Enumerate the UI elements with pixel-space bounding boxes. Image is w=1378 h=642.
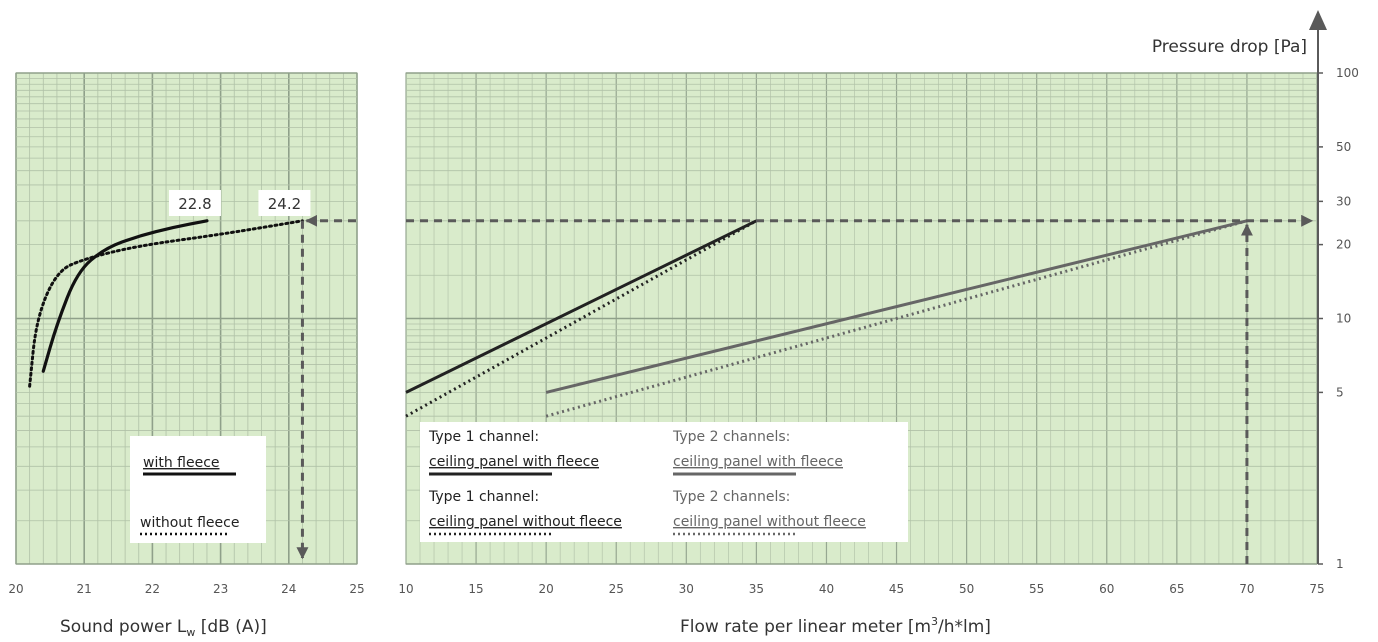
right-legend-box — [420, 422, 908, 542]
right-legend: Type 1 channel: ceiling panel with fleec… — [420, 422, 908, 542]
right-tick-labels: 10 15 20 25 30 35 40 45 50 55 60 65 70 75151020305010… — [398, 66, 1359, 596]
right-series-0-line — [405, 219, 758, 394]
right-x-tick-label: 60 — [1099, 582, 1114, 596]
right-x-tick-label: 50 — [959, 582, 974, 596]
legend-t1-fleece-line2: ceiling panel with fleece — [429, 454, 599, 470]
y-tick-label: 30 — [1336, 194, 1351, 208]
right-series-3-line — [545, 219, 1248, 418]
left-x-axis-title: Sound power Lw [dB (A)] — [60, 617, 267, 639]
left-legend: with fleece without fleece — [130, 436, 266, 543]
left-series-with-fleece-line — [41, 219, 209, 373]
y-axis-arrow-icon — [1309, 10, 1327, 30]
left-series-without-fleece-line — [28, 219, 304, 388]
y-tick-label: 5 — [1336, 385, 1344, 399]
y-axis-title: Pressure drop [Pa] — [1152, 37, 1307, 57]
left-x-tick-label: 24 — [281, 582, 296, 596]
left-series: 22.8 24.2 — [28, 190, 311, 388]
right-grid — [405, 72, 1318, 565]
right-series — [405, 219, 1248, 418]
legend-t1-nofleece-line2: ceiling panel without fleece — [429, 514, 622, 530]
left-legend-box — [130, 436, 266, 543]
value-label-24-2: 24.2 — [258, 190, 311, 216]
left-x-tick-label: 21 — [77, 582, 92, 596]
value-label-text: 24.2 — [268, 195, 301, 213]
y-tick-label: 10 — [1336, 312, 1351, 326]
right-x-axis-title: Flow rate per linear meter [m3/h*lm] — [680, 615, 991, 637]
left-x-tick-label: 25 — [349, 582, 364, 596]
right-series-2-line — [545, 219, 1248, 394]
legend-t2-nofleece-line1: Type 2 channels: — [672, 489, 790, 505]
right-x-tick-label: 25 — [609, 582, 624, 596]
right-x-tick-label: 10 — [398, 582, 413, 596]
left-x-tick-label: 22 — [145, 582, 160, 596]
legend-t2-fleece-line2: ceiling panel with fleece — [673, 454, 843, 470]
legend-t1-fleece-line1: Type 1 channel: — [428, 429, 539, 445]
left-x-tick-label: 20 — [8, 582, 23, 596]
right-x-tick-label: 45 — [889, 582, 904, 596]
right-x-tick-label: 20 — [539, 582, 554, 596]
value-label-22-8: 22.8 — [168, 190, 221, 216]
value-label-box — [258, 190, 311, 216]
right-x-tick-label: 15 — [468, 582, 483, 596]
pressure-drop-chart: 10 15 20 25 30 35 40 45 50 55 60 65 70 75151020305010… — [398, 10, 1359, 637]
legend-without-fleece-label: without fleece — [140, 515, 239, 531]
y-tick-label: 50 — [1336, 140, 1351, 154]
left-x-tick-labels: 20 21 22 23 24 25 — [8, 582, 364, 596]
value-label-text: 22.8 — [178, 195, 211, 213]
y-tick-label: 1 — [1336, 557, 1344, 571]
right-x-tick-label: 65 — [1169, 582, 1184, 596]
right-x-tick-label: 70 — [1239, 582, 1254, 596]
y-tick-label: 100 — [1336, 66, 1359, 80]
right-series-1-line — [405, 219, 758, 418]
y-tick-label: 20 — [1336, 238, 1351, 252]
left-grid — [15, 72, 358, 565]
legend-with-fleece-label: with fleece — [143, 455, 220, 471]
right-x-tick-label: 75 — [1309, 582, 1324, 596]
left-x-tick-label: 23 — [213, 582, 228, 596]
legend-t1-nofleece-line1: Type 1 channel: — [428, 489, 539, 505]
sound-power-chart: 20 21 22 23 24 25 22.8 24.2 Sound power Lw [dB… — [8, 72, 365, 639]
right-x-tick-label: 55 — [1029, 582, 1044, 596]
right-x-tick-label: 40 — [819, 582, 834, 596]
legend-t2-fleece-line1: Type 2 channels: — [672, 429, 790, 445]
right-x-tick-label: 35 — [749, 582, 764, 596]
right-x-tick-label: 30 — [679, 582, 694, 596]
reference-lines — [296, 214, 1314, 564]
legend-t2-nofleece-line2: ceiling panel without fleece — [673, 514, 866, 530]
value-label-box — [168, 190, 221, 216]
